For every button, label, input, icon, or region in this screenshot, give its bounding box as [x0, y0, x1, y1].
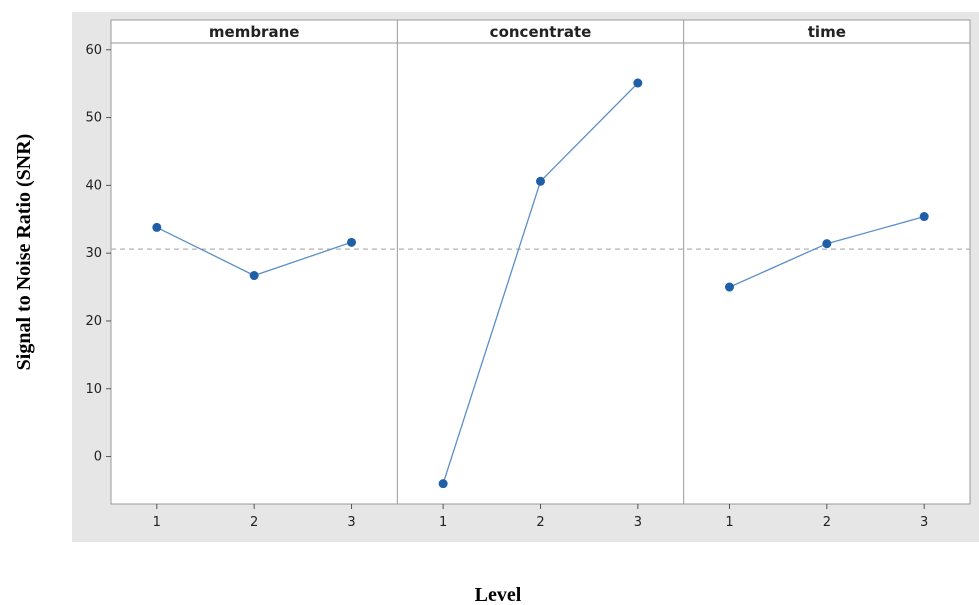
y-tick-label: 40 [85, 178, 102, 193]
data-point [347, 237, 357, 247]
x-tick-label: 2 [250, 515, 258, 530]
data-point [633, 78, 643, 88]
data-point [822, 239, 832, 249]
data-point [249, 271, 259, 281]
data-point [438, 479, 448, 489]
panel-concentrate: concentrate 1 2 3 [396, 20, 684, 530]
panel-title: concentrate [490, 23, 592, 41]
panels: membrane 1 2 3 concentrate 1 2 3 time 1 2 3 [110, 19, 971, 530]
data-point [724, 282, 734, 292]
y-axis: 0 10 20 30 40 50 60 [85, 43, 111, 465]
x-tick-label: 1 [153, 515, 161, 530]
x-tick-label: 3 [920, 515, 928, 530]
plot-area [110, 19, 971, 505]
x-tick-label: 3 [347, 515, 355, 530]
panel-membrane: membrane 1 2 3 [111, 23, 398, 530]
panel-title: membrane [209, 23, 300, 41]
panel-time: time 1 2 3 [683, 20, 970, 530]
x-tick-label: 1 [439, 515, 447, 530]
y-tick-label: 20 [85, 314, 102, 329]
data-point [152, 222, 162, 232]
y-tick-label: 30 [85, 246, 102, 261]
y-tick-label: 0 [94, 450, 102, 465]
x-tick-label: 2 [823, 515, 831, 530]
panel-title: time [808, 23, 846, 41]
data-point [536, 176, 545, 186]
x-axis-title: Level [475, 584, 522, 605]
data-point [919, 212, 929, 222]
y-tick-label: 50 [85, 111, 102, 126]
x-tick-label: 1 [725, 515, 733, 530]
x-tick-label: 2 [536, 515, 544, 530]
y-tick-label: 10 [85, 382, 102, 397]
y-axis-title: Signal to Noise Ratio (SNR) [13, 134, 35, 371]
x-tick-label: 3 [634, 515, 642, 530]
y-tick-label: 60 [85, 43, 102, 58]
